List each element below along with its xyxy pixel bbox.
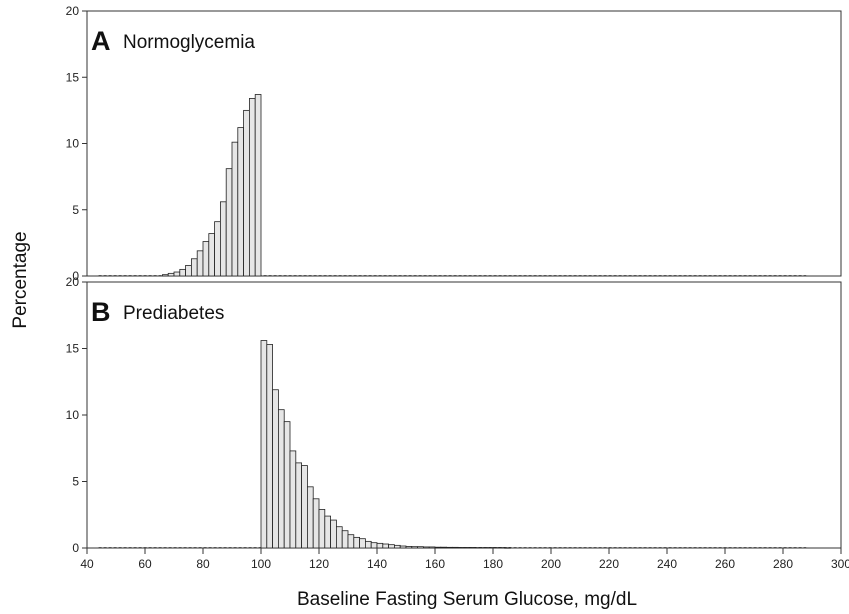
y-tick-label: 20 — [66, 275, 80, 289]
x-axis: 40 60 80 100 120 140 160 180 200 220 240 260 280 300 — [80, 548, 849, 571]
histogram-bar — [179, 268, 187, 277]
y-tick-label: 10 — [66, 408, 80, 422]
histogram-bar — [266, 344, 273, 549]
y-tick-label: 5 — [72, 203, 79, 217]
x-tick-label: 180 — [483, 557, 503, 571]
histogram-bar — [393, 544, 401, 549]
panel-title: Prediabetes — [123, 303, 224, 324]
histogram-bar — [225, 168, 233, 277]
histogram-bar — [446, 546, 453, 549]
histogram-bar — [417, 546, 424, 549]
y-tick-label: 5 — [72, 475, 79, 489]
x-tick-label: 260 — [715, 557, 735, 571]
histogram-bar — [214, 221, 221, 277]
histogram-bar — [341, 530, 349, 549]
histogram-bar — [422, 546, 430, 549]
y-tick-label: 10 — [66, 137, 80, 151]
y-tick-label: 15 — [66, 342, 80, 356]
histogram-bar — [364, 540, 372, 549]
x-tick-label: 220 — [599, 557, 619, 571]
x-tick-label: 80 — [196, 557, 210, 571]
histogram-bar — [428, 546, 436, 549]
histogram-bar — [498, 547, 505, 549]
histogram-bar — [347, 534, 355, 549]
histogram-bar — [330, 519, 337, 549]
panel-letter: B — [91, 297, 111, 327]
histogram-bar — [277, 409, 285, 549]
histogram-bar — [283, 421, 291, 549]
histogram-bar — [405, 546, 413, 549]
histogram-bar — [289, 450, 297, 549]
y-tick-label: 20 — [66, 4, 80, 18]
histogram-bar — [260, 340, 268, 549]
x-tick-label: 160 — [425, 557, 445, 571]
histogram-bar — [237, 127, 245, 277]
histogram-bar — [219, 201, 227, 277]
x-tick-label: 60 — [138, 557, 152, 571]
panel-normoglycemia: 0 5 10 15 20 A Normoglycemia — [66, 4, 842, 283]
histogram-bar — [469, 547, 476, 549]
x-tick-label: 100 — [251, 557, 271, 571]
histogram-bar — [312, 498, 320, 549]
x-tick-label: 40 — [80, 557, 94, 571]
histogram-bar — [492, 547, 500, 549]
histogram-bar — [208, 233, 216, 277]
histogram-bar — [434, 546, 442, 549]
panel-letter: A — [91, 26, 111, 56]
histogram-bar — [463, 547, 471, 549]
histogram-bar — [185, 264, 192, 277]
histogram-bar — [399, 545, 407, 549]
histogram-bar — [475, 547, 482, 549]
x-tick-label: 280 — [773, 557, 793, 571]
y-tick-label: 15 — [66, 70, 80, 84]
histogram-bar — [388, 544, 395, 549]
histogram-bar — [190, 258, 198, 277]
y-axis-title: Percentage — [10, 231, 31, 328]
panel-title: Normoglycemia — [123, 32, 255, 53]
histogram-bar — [411, 546, 418, 549]
panel-prediabetes: 0 5 10 15 20 B Prediabetes — [66, 275, 842, 555]
histogram-bar — [457, 547, 465, 549]
histogram-bar — [243, 109, 250, 277]
y-tick-label: 0 — [72, 269, 79, 283]
x-tick-label: 240 — [657, 557, 677, 571]
histogram-bar — [486, 547, 494, 549]
histogram-bar — [376, 542, 384, 549]
histogram-bar — [306, 486, 314, 549]
histogram-bar — [272, 389, 279, 549]
x-tick-label: 300 — [831, 557, 849, 571]
histogram-bar — [318, 509, 326, 549]
histogram-bar — [359, 538, 366, 549]
histogram-bar — [167, 272, 175, 277]
histogram-bar — [382, 543, 389, 549]
histogram-bar — [324, 515, 331, 549]
y-tick-label: 0 — [72, 541, 79, 555]
histogram-bar — [248, 98, 256, 277]
x-tick-label: 140 — [367, 557, 387, 571]
histogram-bar — [173, 271, 181, 277]
histogram-bar — [301, 465, 308, 549]
histogram-bar — [295, 462, 302, 549]
x-tick-label: 120 — [309, 557, 329, 571]
histogram-bar — [353, 536, 360, 549]
histogram-bar — [370, 542, 378, 549]
x-tick-label: 200 — [541, 557, 561, 571]
histogram-bar — [254, 94, 262, 277]
histogram-bar — [451, 546, 459, 549]
histogram-bar — [440, 546, 447, 549]
histogram-bar — [202, 241, 210, 277]
histogram-bar — [161, 274, 169, 277]
histogram-bar — [231, 141, 239, 277]
histogram-bar — [480, 547, 488, 549]
x-axis-title: Baseline Fasting Serum Glucose, mg/dL — [297, 589, 637, 610]
histogram-bar — [504, 547, 511, 549]
histogram-bar — [196, 250, 204, 277]
histogram-bar — [335, 526, 343, 549]
